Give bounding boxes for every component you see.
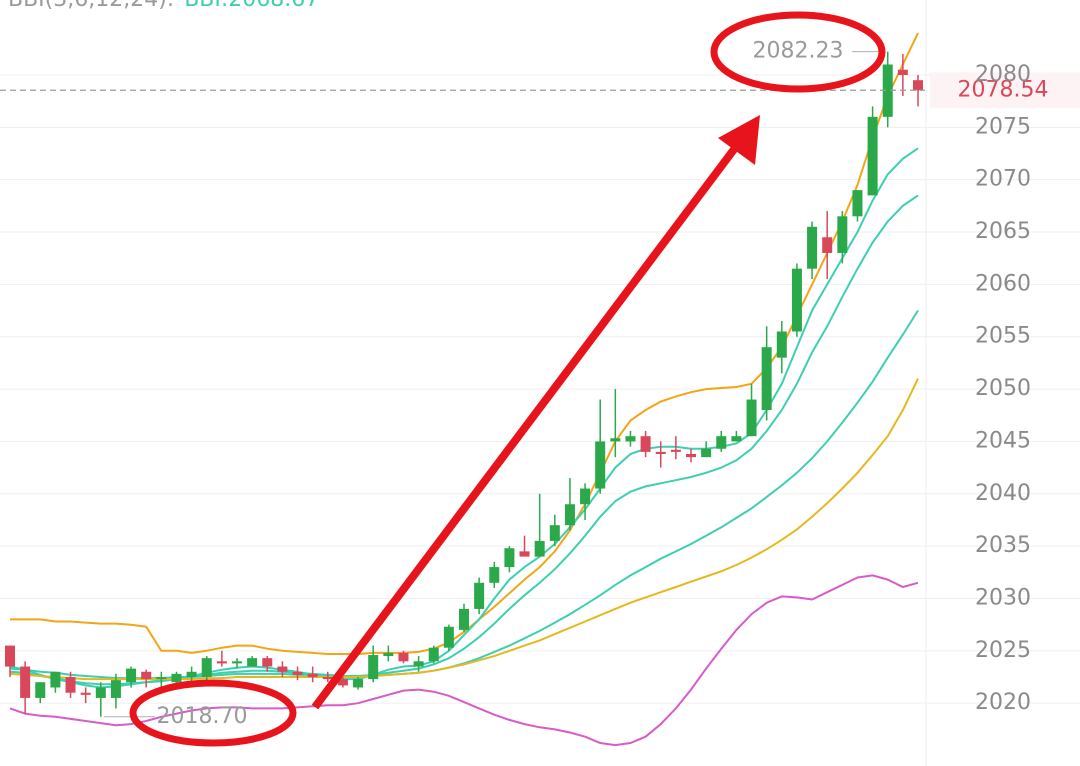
candle-body — [701, 448, 712, 458]
candle-body — [186, 671, 197, 678]
candle-body — [292, 671, 303, 675]
candle-body — [216, 661, 227, 664]
candle-body — [383, 652, 394, 657]
y-tick-label: 2025 — [975, 638, 1031, 663]
y-tick-label: 2075 — [975, 114, 1031, 139]
candle-body — [322, 677, 333, 680]
y-tick-label: 2055 — [975, 324, 1031, 349]
candle-body — [655, 451, 666, 454]
grid — [0, 74, 1080, 704]
candle-body — [171, 673, 182, 683]
candle-body — [489, 567, 500, 583]
candle-body — [761, 347, 772, 411]
y-tick-label: 2020 — [975, 690, 1031, 715]
candle-body — [368, 655, 379, 680]
y-tick-label: 2080 — [975, 62, 1031, 87]
y-tick-label: 2070 — [975, 167, 1031, 192]
y-axis: 2020 2025 2030 2035 2040 2045 2050 2055 2060 2065… — [975, 62, 1031, 715]
y-tick-label: 2040 — [975, 481, 1031, 506]
candle-body — [640, 436, 651, 452]
candle-body — [610, 438, 621, 442]
markers: 2078.54 2082.23 2018.70 — [0, 39, 1080, 729]
candle-body — [20, 666, 31, 698]
candle-body — [353, 679, 364, 688]
candle-body — [201, 658, 212, 678]
candle-body — [897, 69, 908, 75]
last-price-label: 2078.54 — [958, 77, 1049, 102]
candle-body — [504, 548, 515, 568]
candle-body — [80, 692, 91, 695]
candle-body — [776, 331, 787, 358]
candle-body — [50, 671, 61, 688]
candle-body — [337, 679, 348, 686]
candle-body — [141, 671, 152, 680]
candle-body — [277, 666, 288, 672]
candle-body — [686, 453, 696, 458]
y-tick-label: 2030 — [975, 585, 1031, 610]
highlight-ellipse — [710, 11, 886, 93]
candle-body — [913, 80, 923, 91]
annotations — [129, 11, 886, 747]
candle-body — [156, 677, 167, 680]
candle-body — [459, 608, 469, 630]
candle-body — [398, 652, 409, 662]
indicator-header: BBI(3,6,12,24): BBI:2068.67 — [8, 0, 319, 12]
y-tick-label: 2050 — [975, 376, 1031, 401]
candle-body — [867, 116, 878, 196]
indicator-line — [9, 574, 919, 747]
candle-body — [413, 661, 424, 667]
candle-body — [882, 64, 893, 117]
candle-body — [5, 645, 15, 667]
candle-body — [746, 399, 757, 437]
low-marker-label: 2018.70 — [157, 704, 248, 729]
y-tick-label: 2045 — [975, 428, 1031, 453]
indicator-label: BBI(3,6,12,24): — [8, 0, 174, 12]
candle-body — [807, 226, 818, 269]
candle-body — [232, 661, 242, 664]
high-marker-label: 2082.23 — [753, 39, 844, 64]
candle-body — [428, 647, 439, 662]
last-price-box — [930, 72, 1080, 109]
candle-body — [852, 190, 863, 217]
candle-body — [731, 436, 742, 442]
candle-body — [519, 551, 530, 557]
candle-body — [791, 268, 802, 332]
candles — [5, 51, 923, 717]
candle-body — [443, 626, 454, 648]
candle-body — [110, 680, 121, 698]
arrow-head — [718, 115, 760, 165]
candle-body — [564, 504, 575, 526]
candle-body — [95, 687, 106, 698]
candle-body — [474, 582, 485, 609]
candle-body — [625, 436, 636, 442]
candle-body — [65, 677, 76, 693]
y-tick-label: 2065 — [975, 219, 1031, 244]
candle-body — [549, 525, 560, 541]
candle-body — [126, 668, 137, 683]
candle-body — [670, 449, 681, 452]
highlight-ellipse — [129, 679, 297, 747]
indicator-value: BBI:2068.67 — [184, 0, 319, 12]
candle-body — [822, 237, 833, 253]
candle-body — [247, 658, 258, 667]
candle-body — [262, 658, 273, 667]
y-tick-label: 2035 — [975, 533, 1031, 558]
candle-body — [595, 441, 606, 489]
candle-body — [580, 488, 591, 505]
y-tick-label: 2060 — [975, 271, 1031, 296]
candle-body — [307, 673, 318, 678]
candle-body — [837, 216, 848, 253]
trend-arrow — [311, 145, 739, 710]
candle-body — [35, 682, 46, 698]
candle-body — [716, 436, 727, 449]
candle-body — [534, 540, 545, 557]
